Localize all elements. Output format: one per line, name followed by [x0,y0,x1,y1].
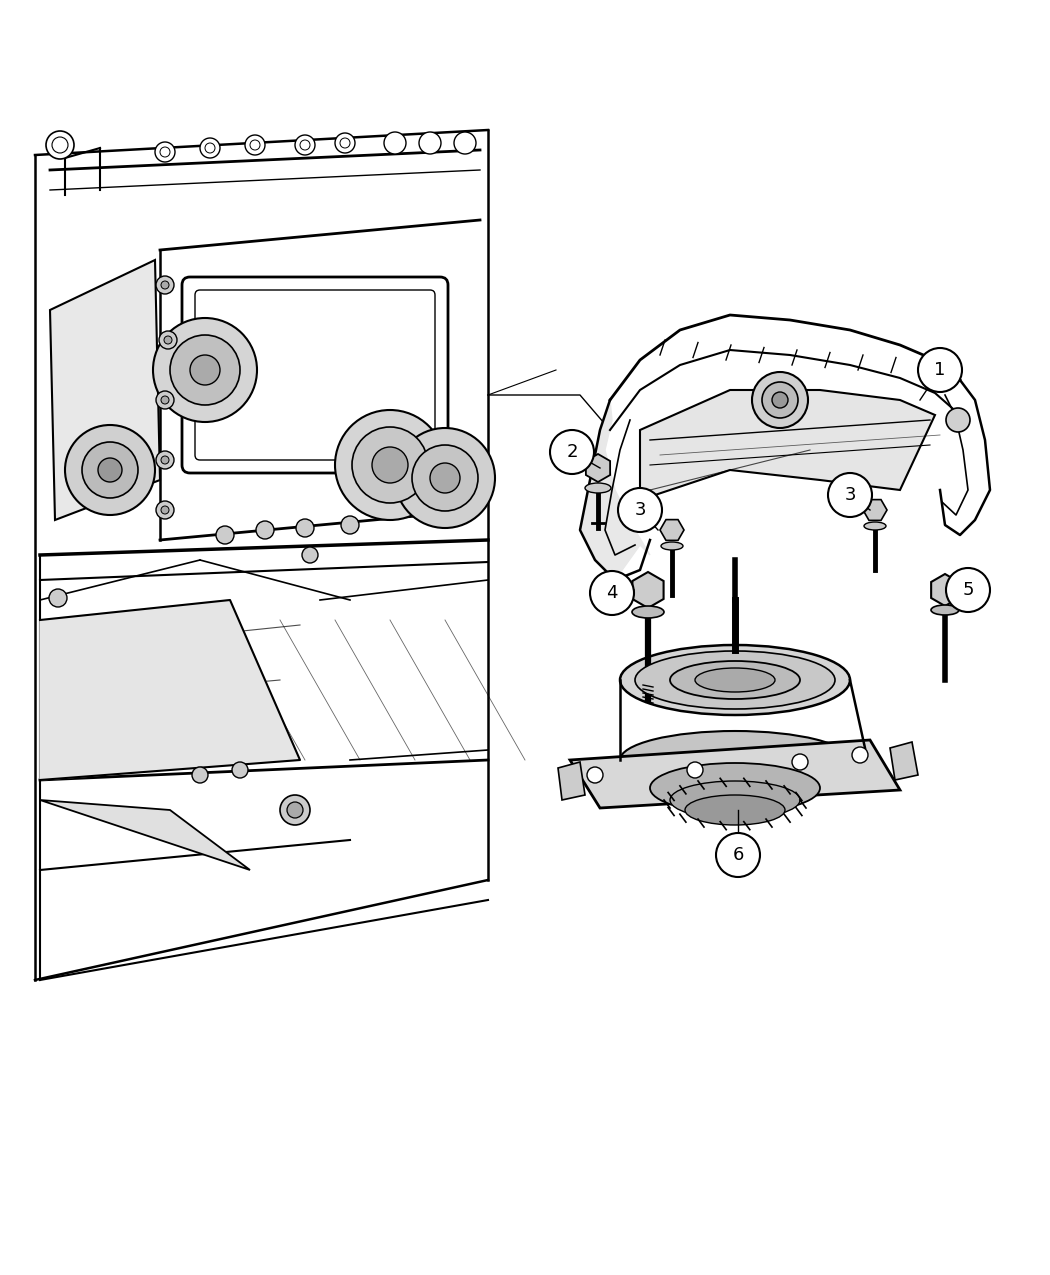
Circle shape [335,133,355,153]
Ellipse shape [864,521,886,530]
Text: 4: 4 [606,584,617,602]
Circle shape [419,133,441,154]
Circle shape [295,135,315,156]
Ellipse shape [662,542,682,550]
Circle shape [161,280,169,289]
Ellipse shape [685,796,785,825]
Circle shape [828,473,872,516]
Circle shape [296,519,314,537]
Circle shape [156,275,174,295]
Circle shape [161,456,169,464]
Ellipse shape [695,668,775,692]
Circle shape [245,135,265,156]
Circle shape [752,372,808,428]
Circle shape [946,408,970,432]
Circle shape [352,427,428,504]
Circle shape [156,451,174,469]
Circle shape [792,754,809,770]
Circle shape [384,133,406,154]
Polygon shape [890,742,918,780]
Circle shape [412,445,478,511]
Circle shape [687,762,704,778]
Circle shape [762,382,798,418]
Polygon shape [558,762,585,799]
Polygon shape [570,740,900,808]
Circle shape [82,442,138,499]
Polygon shape [931,574,959,606]
Circle shape [155,142,175,162]
Circle shape [161,506,169,514]
Ellipse shape [620,645,851,715]
Circle shape [852,747,868,762]
Text: 6: 6 [732,847,743,864]
Circle shape [946,567,990,612]
Circle shape [918,348,962,391]
Circle shape [98,458,122,482]
Circle shape [395,428,495,528]
Polygon shape [580,400,650,580]
Ellipse shape [585,483,611,493]
Circle shape [160,147,170,157]
Circle shape [46,131,74,159]
Circle shape [153,317,257,422]
Ellipse shape [670,660,800,699]
Text: 1: 1 [934,361,946,379]
Circle shape [192,768,208,783]
Circle shape [287,802,303,819]
FancyBboxPatch shape [182,277,448,473]
Circle shape [280,796,310,825]
Circle shape [161,397,169,404]
Circle shape [454,133,476,154]
FancyBboxPatch shape [195,289,435,460]
Circle shape [170,335,240,405]
Circle shape [716,833,760,877]
Circle shape [65,425,155,515]
Circle shape [232,762,248,778]
Circle shape [250,140,260,150]
Circle shape [550,430,594,474]
Circle shape [335,411,445,520]
Circle shape [340,138,350,148]
Circle shape [156,391,174,409]
Circle shape [156,501,174,519]
Circle shape [772,391,788,408]
Text: 5: 5 [962,581,973,599]
Text: 3: 3 [634,501,646,519]
Circle shape [587,768,603,783]
Ellipse shape [670,782,800,819]
Polygon shape [50,260,160,520]
Polygon shape [40,799,250,870]
Circle shape [159,332,177,349]
Ellipse shape [620,731,851,789]
Circle shape [300,140,310,150]
Circle shape [216,527,234,544]
Polygon shape [40,601,300,780]
Polygon shape [660,520,684,541]
Text: 2: 2 [566,442,578,462]
Circle shape [200,138,220,158]
Ellipse shape [635,652,835,709]
Circle shape [190,354,220,385]
Circle shape [49,589,67,607]
Circle shape [618,488,662,532]
Circle shape [302,547,318,564]
Polygon shape [632,572,664,608]
Circle shape [205,143,215,153]
Ellipse shape [632,606,664,618]
Circle shape [372,448,408,483]
Circle shape [590,571,634,615]
Circle shape [164,337,172,344]
Circle shape [52,136,68,153]
Polygon shape [640,390,934,500]
Circle shape [430,463,460,493]
Polygon shape [586,454,610,482]
Circle shape [341,516,359,534]
Ellipse shape [931,606,959,615]
Ellipse shape [650,762,820,813]
Text: 3: 3 [844,486,856,504]
Polygon shape [863,500,887,520]
Circle shape [256,521,274,539]
